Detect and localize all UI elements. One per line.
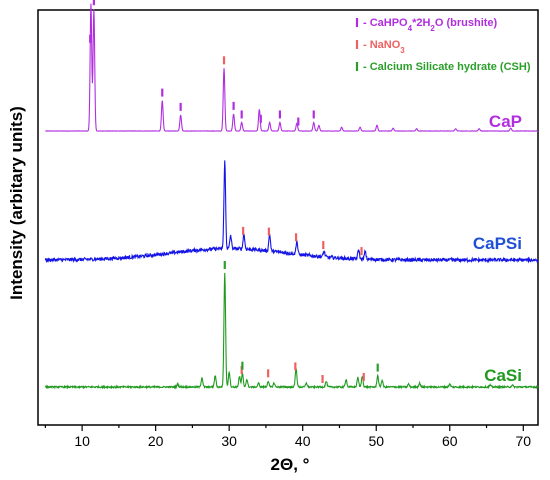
x-tick-label: 60 bbox=[442, 433, 458, 449]
legend-entry: - NaNO3 bbox=[363, 39, 405, 55]
series-line-capsi bbox=[44, 160, 539, 264]
series-label-casi: CaSi bbox=[484, 366, 522, 385]
legend-entry: - CaHPO4*2H2O (brushite) bbox=[363, 17, 498, 33]
series-label-cap: CaP bbox=[489, 112, 522, 131]
plot-border bbox=[37, 9, 539, 426]
series-layer bbox=[44, 3, 539, 390]
x-tick-label: 50 bbox=[368, 433, 384, 449]
legend-entry: - Calcium Silicate hydrate (CSH) bbox=[363, 61, 531, 73]
x-tick-label: 20 bbox=[148, 433, 164, 449]
plot-frame bbox=[37, 9, 539, 426]
series-labels-layer: CaP CaPSi CaSi bbox=[473, 112, 522, 385]
legend: - CaHPO4*2H2O (brushite) - NaNO3 - Calcium… bbox=[355, 17, 531, 73]
series-line-cap bbox=[45, 3, 539, 132]
x-tick-label: 40 bbox=[295, 433, 311, 449]
x-tick-label: 30 bbox=[221, 433, 237, 449]
x-tick-label: 70 bbox=[516, 433, 532, 449]
markers-layer bbox=[89, 0, 379, 383]
series-label-capsi: CaPSi bbox=[473, 234, 522, 253]
series-line-casi bbox=[44, 272, 539, 390]
x-tick-label: 10 bbox=[74, 433, 90, 449]
x-axis-ticks: 10 20 30 40 50 60 70 bbox=[44, 425, 532, 449]
y-axis-label: Intensity (arbitary units) bbox=[7, 106, 26, 300]
x-axis-label: 2Θ, ° bbox=[271, 455, 310, 474]
